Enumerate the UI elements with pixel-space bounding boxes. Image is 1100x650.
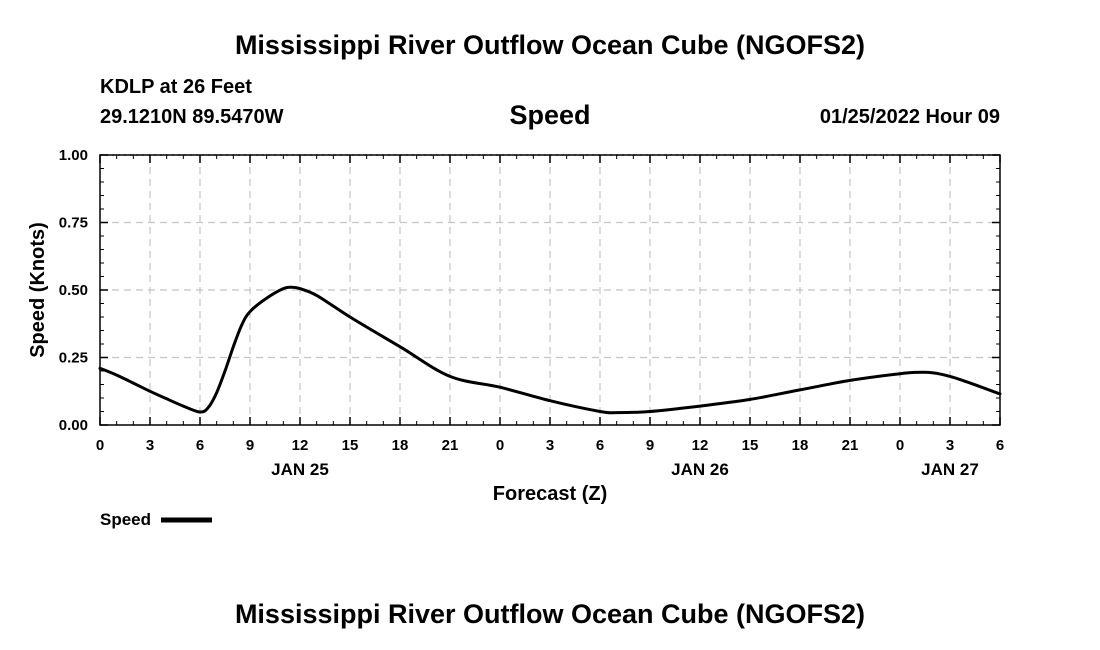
x-tick-label: 0: [96, 437, 104, 454]
y-tick-label: 0.75: [59, 215, 88, 232]
speed-series-line: [98, 285, 1002, 415]
x-tick-label: 3: [146, 437, 154, 454]
x-tick-label: 6: [596, 437, 604, 454]
x-tick-label: 0: [496, 437, 504, 454]
x-axis-label: Forecast (Z): [493, 483, 607, 505]
x-tick-label: 6: [996, 437, 1004, 454]
x-tick-label: 18: [392, 437, 409, 454]
legend-label: Speed: [100, 510, 151, 529]
x-tick-label: 15: [742, 437, 759, 454]
x-tick-label: 6: [196, 437, 204, 454]
x-tick-label: 21: [842, 437, 859, 454]
y-tick-label: 0.00: [59, 417, 88, 434]
x-tick-label: 12: [292, 437, 309, 454]
y-tick-label: 0.25: [59, 350, 88, 367]
day-label: JAN 26: [671, 460, 729, 479]
x-tick-label: 21: [442, 437, 459, 454]
station-coordinates: 29.1210N 89.5470W: [100, 106, 284, 128]
main-title: Mississippi River Outflow Ocean Cube (NG…: [234, 30, 866, 60]
plot-frame: [99, 154, 1001, 426]
x-tick-label: 3: [546, 437, 554, 454]
legend: Speed: [100, 510, 212, 529]
y-tick-label: 1.00: [59, 147, 88, 164]
x-tick-label: 15: [342, 437, 359, 454]
day-label: JAN 27: [921, 460, 979, 479]
series-layer: [98, 285, 1002, 415]
forecast-timestamp: 01/25/2022 Hour 09: [819, 106, 1000, 128]
station-label: KDLP at 26 Feet: [100, 76, 252, 98]
y-axis-label: Speed (Knots): [27, 222, 49, 358]
grid-layer: [100, 154, 1000, 425]
x-tick-label: 9: [246, 437, 254, 454]
y-tick-label: 0.50: [59, 282, 88, 299]
x-tick-label: 3: [946, 437, 954, 454]
day-label: JAN 25: [271, 460, 329, 479]
x-tick-label: 9: [646, 437, 654, 454]
tick-layer: [99, 154, 1001, 426]
x-tick-label: 0: [896, 437, 904, 454]
x-tick-label: 12: [692, 437, 709, 454]
x-tick-label: 18: [792, 437, 809, 454]
footer-title: Mississippi River Outflow Ocean Cube (NG…: [234, 599, 866, 629]
chart-subtitle: Speed: [509, 100, 591, 130]
label-layer: 0 3 6 9 12 15 18 21 0 3 6 9 12 15 18 21 0 3 6 JAN 25 JAN 26 J…: [59, 147, 1004, 479]
